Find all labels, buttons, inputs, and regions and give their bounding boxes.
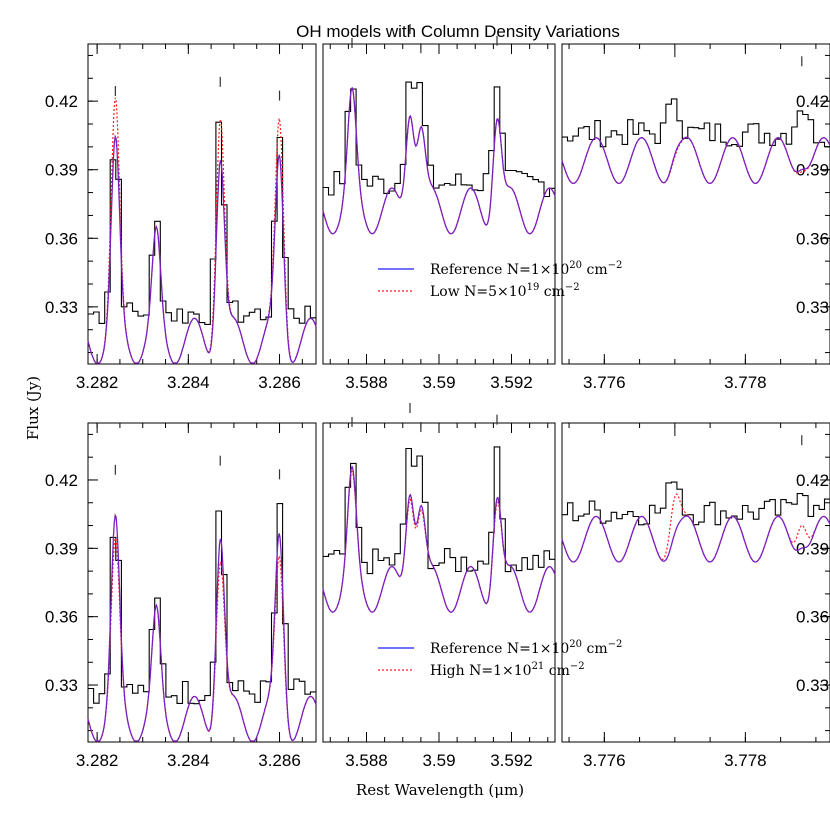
y-tick-label-right: 0.33 (796, 676, 829, 695)
observed-spectrum (562, 481, 830, 526)
variant-model-line (561, 493, 830, 563)
y-tick-label: 0.33 (45, 298, 78, 317)
x-axis-label: Rest Wavelength (μm) (356, 781, 524, 799)
x-tick-label: 3.59 (422, 373, 455, 392)
panel-1: 3.282 3.284 3.286 0.33 0.36 0.39 0.42 (45, 422, 317, 770)
reference-model-line (561, 136, 830, 185)
reference-model-line (87, 134, 317, 364)
x-tick-label: 3.59 (422, 751, 455, 770)
x-tick-label: 3.282 (76, 373, 119, 392)
y-tick-label: 0.42 (45, 92, 78, 111)
figure-title: OH models with Column Density Variations (296, 22, 620, 41)
y-tick-label-right: 0.42 (796, 92, 829, 111)
x-tick-label: 3.284 (167, 373, 210, 392)
reference-model-line (322, 466, 556, 613)
panel-frame (87, 43, 317, 365)
observed-spectrum (562, 98, 830, 148)
y-tick-label: 0.39 (45, 161, 78, 180)
x-tick-label: 3.776 (583, 373, 626, 392)
x-tick-label: 3.286 (258, 373, 301, 392)
y-tick-label: 0.42 (45, 471, 78, 490)
panel-1: 3.282 3.284 3.286 0.33 0.36 0.39 0.42 (45, 43, 317, 392)
x-tick-label: 3.778 (724, 751, 767, 770)
panel-frame (87, 422, 317, 743)
legend-label: Low N=5×1019 cm−2 (430, 282, 580, 300)
x-tick-label: 3.592 (490, 373, 533, 392)
chart-row-top: 3.282 3.284 3.286 0.33 0.36 0.39 0.42 3.588 3.59… (45, 24, 830, 392)
panel-frame (561, 422, 830, 743)
x-tick-label: 3.284 (167, 751, 210, 770)
legend-label: Reference N=1×1020 cm−2 (430, 639, 622, 657)
observed-spectrum (323, 81, 555, 198)
reference-model-line (87, 513, 317, 742)
panel-frame (561, 43, 830, 365)
x-tick-label: 3.778 (724, 373, 767, 392)
x-tick-label: 3.282 (76, 751, 119, 770)
y-tick-label-right: 0.36 (796, 608, 829, 627)
x-tick-label: 3.588 (345, 751, 388, 770)
x-tick-label: 3.592 (490, 751, 533, 770)
y-tick-label-right: 0.36 (796, 229, 829, 248)
y-tick-label: 0.33 (45, 676, 78, 695)
legend: Reference N=1×1020 cm−2 High N=1×1021 cm−… (378, 639, 622, 679)
panel-2: 3.588 3.59 3.592 (322, 403, 556, 770)
y-axis-label: Flux (Jy) (24, 376, 42, 440)
y-tick-label-right: 0.33 (796, 298, 829, 317)
x-tick-label: 3.776 (583, 751, 626, 770)
reference-model-line (561, 515, 830, 563)
legend-label: High N=1×1021 cm−2 (430, 661, 585, 679)
y-tick-label-right: 0.39 (796, 161, 829, 180)
y-tick-label: 0.36 (45, 229, 78, 248)
x-tick-label: 3.286 (258, 751, 301, 770)
chart-row-bottom: 3.282 3.284 3.286 0.33 0.36 0.39 0.42 3.588 3.59… (45, 403, 830, 770)
observed-spectrum (323, 446, 555, 575)
panel-2: 3.588 3.59 3.592 (322, 24, 556, 392)
y-tick-label-right: 0.39 (796, 539, 829, 558)
x-tick-label: 3.588 (345, 373, 388, 392)
reference-model-line (322, 87, 556, 235)
y-tick-label: 0.39 (45, 539, 78, 558)
legend: Reference N=1×1020 cm−2 Low N=5×1019 cm−2 (378, 260, 622, 300)
y-tick-label: 0.36 (45, 608, 78, 627)
legend-label: Reference N=1×1020 cm−2 (430, 260, 622, 278)
y-tick-label-right: 0.42 (796, 471, 829, 490)
observed-spectrum (88, 503, 316, 705)
plot-area: 3.282 3.284 3.286 0.33 0.36 0.39 0.42 3.588 3.59… (45, 24, 830, 770)
